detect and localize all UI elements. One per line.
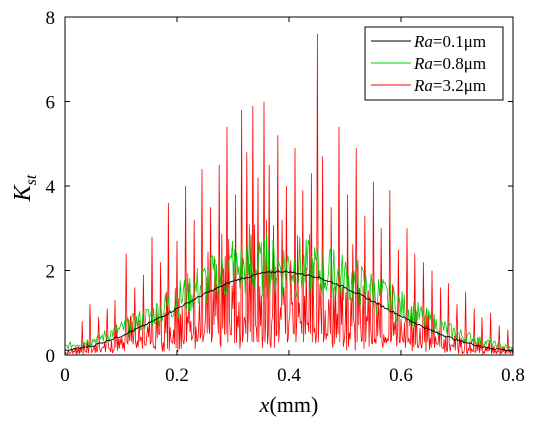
y-tick-label: 4 [46, 177, 56, 198]
y-tick-label: 0 [46, 346, 56, 367]
legend-label: Ra=3.2μm [413, 76, 486, 95]
y-axis-label-main: K [10, 183, 36, 202]
y-tick-label: 8 [46, 8, 56, 29]
series-line-ra-0-8 [64, 223, 514, 351]
legend-box [364, 26, 504, 101]
legend-label-var: Ra [413, 54, 433, 73]
x-tick-label: 0.6 [389, 365, 413, 386]
x-tick-label: 0 [60, 365, 70, 386]
x-axis-label-unit: (mm) [269, 392, 318, 417]
y-axis-ticks: 0 2 4 6 8 [46, 8, 513, 367]
legend-label: Ra=0.1μm [413, 32, 486, 51]
series-line-ra-0-1 [64, 270, 514, 352]
legend-label: Ra=0.8μm [413, 54, 486, 73]
x-tick-label: 0.2 [165, 365, 189, 386]
legend-label-var: Ra [413, 32, 433, 51]
y-tick-label: 6 [46, 93, 56, 114]
legend-label-value: =0.1μm [433, 32, 486, 51]
x-axis-label: x(mm) [259, 392, 319, 417]
x-axis-ticks: 0 0.2 0.4 0.6 0.8 [60, 17, 525, 386]
x-tick-label: 0.8 [501, 365, 525, 386]
legend-label-value: =0.8μm [433, 54, 486, 73]
y-axis-label-sub: st [23, 174, 40, 185]
y-axis-label: Kst [10, 174, 40, 202]
x-tick-label: 0.4 [277, 365, 301, 386]
plot-series [64, 33, 514, 356]
y-tick-label: 2 [46, 262, 56, 283]
legend-label-value: =3.2μm [433, 76, 486, 95]
legend-label-var: Ra [413, 76, 433, 95]
x-axis-label-var: x [259, 392, 270, 417]
series-line-ra-3-2 [64, 33, 514, 356]
